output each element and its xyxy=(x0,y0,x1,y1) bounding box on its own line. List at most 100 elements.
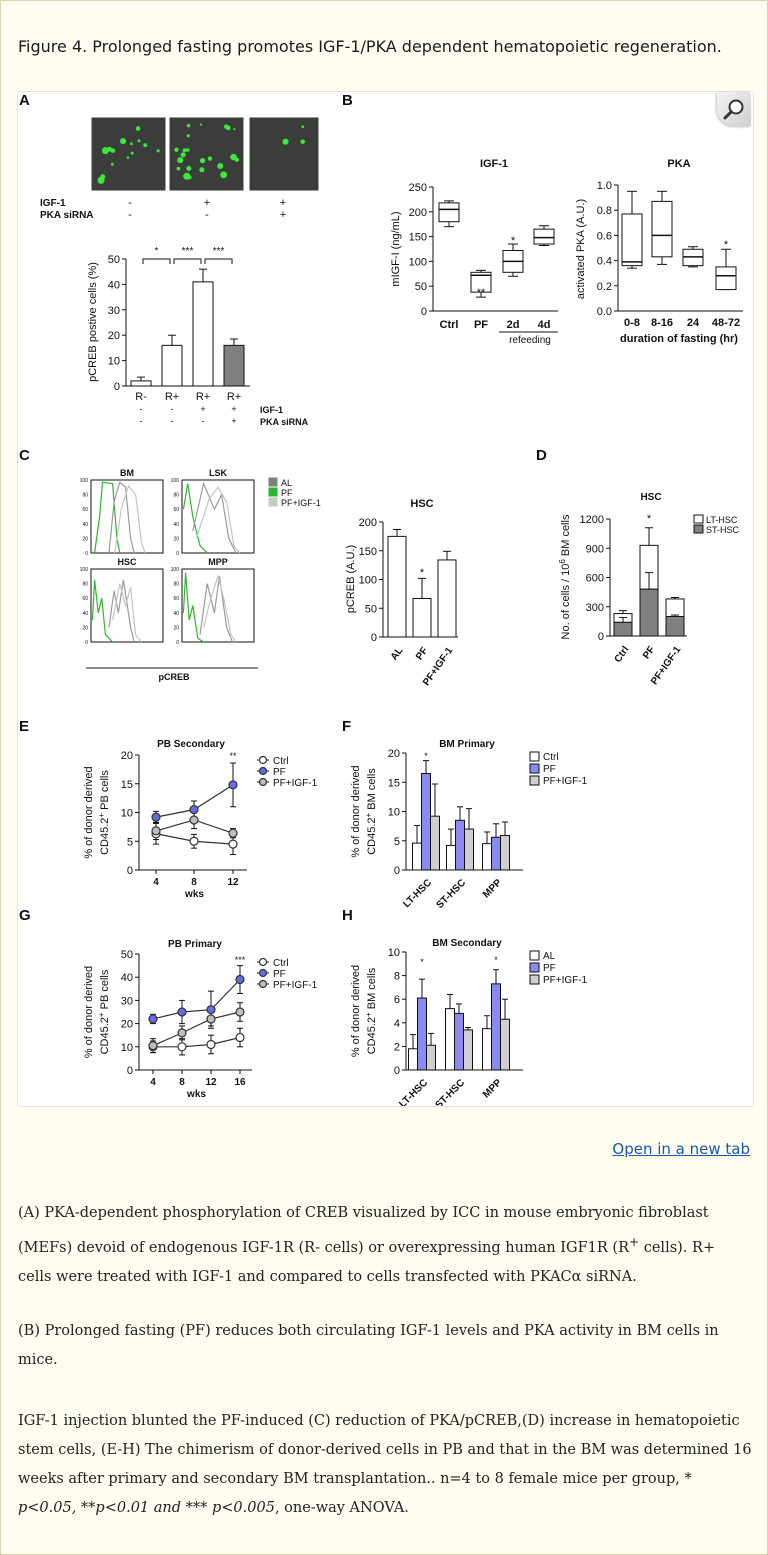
panelC-hist-title: BM xyxy=(120,468,134,478)
figure-image[interactable]: A B C D E F G H IGF-1 PKA siRNA - - + - + +0 10 20 30 40 50 p… xyxy=(17,91,754,1111)
panelA-bar xyxy=(130,380,152,387)
micrograph-cell-dot xyxy=(101,147,109,155)
panelE-point-pf xyxy=(151,812,161,822)
panelD-legend-label: ST-HSC xyxy=(706,525,740,535)
panelA-y-tick-label: 30 xyxy=(108,305,120,317)
panelA-sig-bracket xyxy=(204,258,233,264)
panelC-hist-title: MPP xyxy=(208,557,228,567)
panelC-bar-sig-mark: * xyxy=(420,567,425,579)
panelF-bar xyxy=(430,815,440,871)
panelC-hist-frame xyxy=(181,479,255,554)
panelC-bar-category: AL xyxy=(389,645,406,662)
panelH-y-tick-label: 10 xyxy=(388,947,400,959)
panelH-y-tick-label: 4 xyxy=(394,1018,400,1030)
panelG-title: PB Primary xyxy=(168,939,222,950)
panelB-pka-y-tick-label: 0.0 xyxy=(597,306,612,318)
panelB-pka-sig-mark: * xyxy=(724,239,729,251)
panelC-hist-curve-pf xyxy=(182,572,204,643)
micrograph-cell-dot xyxy=(301,125,305,129)
panelG-line-pfigf xyxy=(152,1011,241,1047)
panelH-category: ST-HSC xyxy=(433,1077,467,1106)
panelE-point-pf xyxy=(189,805,199,815)
panelB-pka-box xyxy=(621,213,643,267)
panelG-point-pfigf xyxy=(148,1041,158,1051)
panelC-hist-curve-al xyxy=(108,579,135,643)
micrograph-cell-dot xyxy=(156,149,160,153)
panelF-y-tick-label: 15 xyxy=(388,777,400,789)
panelA-sig-mark: *** xyxy=(213,246,225,257)
micrograph-cell-dot xyxy=(107,146,112,152)
panelD-category: Ctrl xyxy=(613,644,632,665)
panelF-bar xyxy=(412,842,422,871)
panelC-hist-tick-label: 60 xyxy=(173,507,179,513)
panelC-hist-tick-label: 60 xyxy=(173,596,179,602)
panelB-pka-ylabel: activated PKA (A.U.) xyxy=(575,199,587,299)
panelE-sig-mark: ** xyxy=(229,751,237,761)
panelE-ylabel: CD45.2+ PB cells xyxy=(97,770,111,855)
panelH-category: MPP xyxy=(481,1077,504,1100)
panelE-x-tick-label: 8 xyxy=(191,877,197,888)
panelF-y-tick-label: 20 xyxy=(388,748,400,760)
panelF-sig-mark: * xyxy=(424,751,428,761)
panelB-pka-category: 24 xyxy=(687,317,700,329)
panelG-point-ctrl xyxy=(235,1032,245,1043)
panelG-xlabel: wks xyxy=(186,1089,206,1100)
panelD-category: PF xyxy=(641,644,657,661)
panelC-hist-tick-label: 40 xyxy=(82,611,88,617)
panelC-hist-tick-label: 100 xyxy=(80,478,89,484)
panelG-y-tick-label: 20 xyxy=(121,1019,133,1031)
panelB-pka-category: 8-16 xyxy=(651,317,673,329)
panelA-sig-mark: *** xyxy=(182,246,194,257)
panelB-igf-box xyxy=(438,202,460,223)
micrograph-cell-dot xyxy=(282,138,289,145)
panelG-y-tick-label: 30 xyxy=(121,995,133,1007)
micrograph-cell-dot xyxy=(300,139,305,144)
panelG-x-tick-label: 4 xyxy=(150,1077,156,1088)
micrograph-cell-dot xyxy=(199,157,206,164)
panelG-legend-marker xyxy=(258,957,268,967)
panelB-igf-category: 2d xyxy=(507,319,520,331)
open-in-new-tab-link[interactable]: Open in a new tab xyxy=(612,1140,750,1158)
zoom-button[interactable] xyxy=(717,92,751,126)
panelE-point-pfigf xyxy=(151,826,161,836)
panelA-bar xyxy=(223,344,245,387)
panelC-bar xyxy=(437,559,457,638)
panelC-legend-swatch xyxy=(268,487,278,497)
panelB-pka-category: 0-8 xyxy=(624,317,640,329)
panelB-igf-category: PF xyxy=(474,319,488,331)
panelG-point-pf xyxy=(177,1007,187,1017)
panelC-hist-tick-label: 100 xyxy=(80,567,89,573)
panelE-point-pf xyxy=(228,780,238,790)
panelH-bar xyxy=(417,997,427,1071)
panelG-point-pfigf xyxy=(235,1007,245,1017)
panelG-x-tick-label: 12 xyxy=(205,1077,217,1088)
caption-text: , one-way ANOVA. xyxy=(274,1500,409,1516)
panelC-hist-tick-label: 60 xyxy=(82,596,88,602)
panelF-legend-swatch xyxy=(529,751,540,762)
panelA-category-label: R+ xyxy=(165,391,179,403)
panelC-bar-y-tick-label: 200 xyxy=(359,517,377,529)
panelB-igf-sig-mark: * xyxy=(511,235,516,247)
panelH-legend-label: PF xyxy=(543,963,556,974)
panelC-hist-curve-pf xyxy=(94,481,121,554)
micrograph-cell-dot xyxy=(234,157,240,162)
panelH-sig-mark: * xyxy=(494,955,498,965)
panelF-category: MPP xyxy=(481,877,504,900)
micrograph-cell-dot xyxy=(97,176,105,184)
panelC-legend-swatch xyxy=(268,497,278,507)
panelE-point-ctrl xyxy=(189,836,199,846)
panelE-x-tick-label: 12 xyxy=(227,877,239,888)
panelG-point-ctrl xyxy=(206,1039,216,1050)
panelG-legend-label: Ctrl xyxy=(273,958,289,969)
panelG-point-pfigf xyxy=(177,1028,187,1038)
micrograph-cell-dot xyxy=(174,147,179,152)
panelB-igf-category: Ctrl xyxy=(440,319,459,331)
panelB-igf-sig-mark: ** xyxy=(477,287,486,299)
micrograph-cell-dot xyxy=(129,142,133,146)
panelD-bar-st xyxy=(639,588,659,637)
panelC-hist-tick-label: 0 xyxy=(85,551,88,557)
panelB-igf-ylabel: mIGF-I (ng/mL) xyxy=(390,211,402,286)
micrograph-cell-dot xyxy=(217,162,224,169)
caption-italic: * p<0.05, **p<0.01 and *** p<0.005 xyxy=(18,1471,692,1516)
